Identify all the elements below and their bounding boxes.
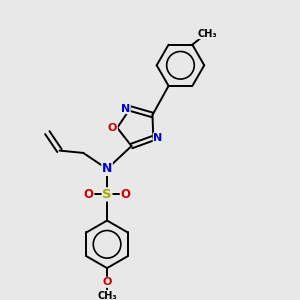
Text: CH₃: CH₃ xyxy=(198,29,217,39)
Text: O: O xyxy=(84,188,94,201)
Text: CH₃: CH₃ xyxy=(97,291,117,300)
Text: S: S xyxy=(102,188,112,201)
Text: O: O xyxy=(108,123,117,133)
Text: N: N xyxy=(153,133,163,143)
Text: N: N xyxy=(121,103,130,113)
Text: O: O xyxy=(120,188,130,201)
Text: N: N xyxy=(102,162,112,176)
Text: O: O xyxy=(102,277,112,287)
